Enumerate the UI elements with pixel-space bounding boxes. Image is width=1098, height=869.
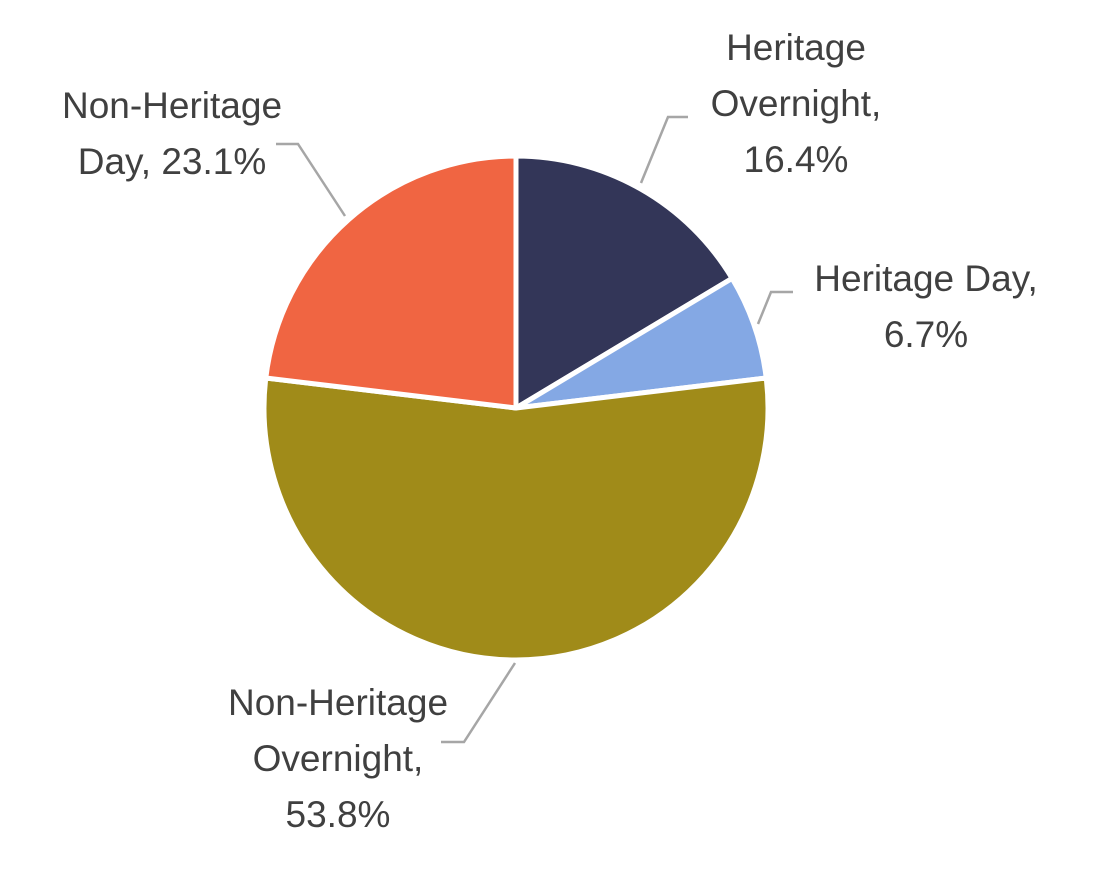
data-label-line: Overnight,	[253, 738, 424, 779]
data-label-line: Heritage Day,	[814, 258, 1037, 299]
pie-slices	[261, 153, 771, 663]
data-label-heritage-day: Heritage Day, 6.7%	[814, 258, 1037, 355]
leader-lines	[276, 115, 793, 744]
data-label-line: 6.7%	[884, 314, 968, 355]
pie-slice-non-heritage-day	[263, 153, 519, 411]
data-labels: Heritage Overnight, 16.4% Heritage Day, 6.7%…	[62, 27, 1038, 835]
data-label-line: Overnight,	[711, 83, 882, 124]
data-label-line: Day, 23.1%	[78, 141, 267, 182]
leader-line-heritage-overnight	[639, 115, 688, 184]
data-label-non-heritage-overnight: Non-Heritage Overnight, 53.8%	[228, 682, 448, 835]
data-label-line: Non-Heritage	[228, 682, 448, 723]
pie-slice-non-heritage-overnight	[261, 375, 771, 663]
data-label-non-heritage-day: Non-Heritage Day, 23.1%	[62, 85, 282, 182]
data-label-line: 53.8%	[286, 794, 391, 835]
leader-line-heritage-day	[756, 290, 793, 325]
leader-line-non-heritage-day	[276, 142, 347, 217]
data-label-heritage-overnight: Heritage Overnight, 16.4%	[711, 27, 882, 180]
leader-line-non-heritage-overnight	[441, 662, 517, 744]
data-label-line: Heritage	[726, 27, 866, 68]
data-label-line: Non-Heritage	[62, 85, 282, 126]
data-label-line: 16.4%	[744, 139, 849, 180]
pie-slice-heritage-overnight	[513, 153, 735, 411]
